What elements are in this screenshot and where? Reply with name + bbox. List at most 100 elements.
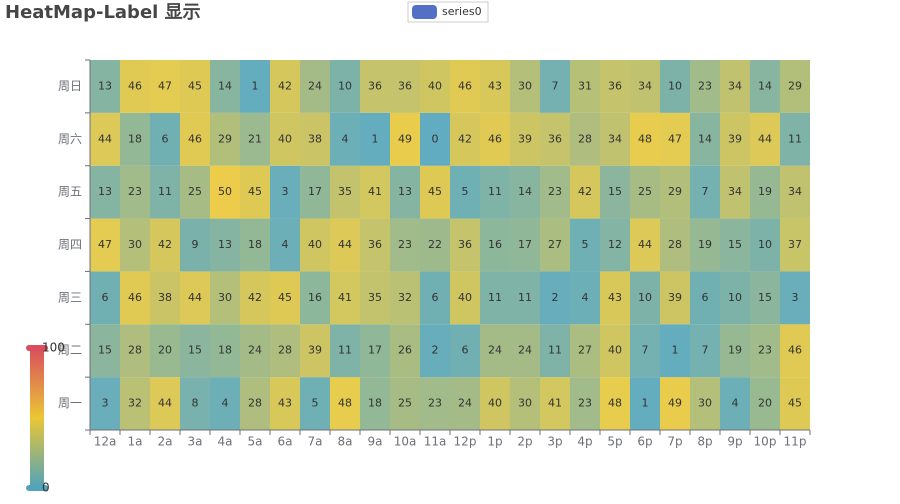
- x-tick-label: 4a: [218, 435, 233, 449]
- heatmap-cell: [660, 377, 690, 430]
- heatmap-cell: [480, 112, 510, 166]
- heatmap-cell: [540, 324, 570, 378]
- cell-label: 2: [552, 291, 559, 304]
- cell-label: 40: [278, 132, 292, 145]
- heatmap-cell: [300, 112, 330, 166]
- cell-label: 45: [278, 291, 292, 304]
- x-tick-label: 7p: [667, 435, 682, 449]
- cell-label: 42: [158, 238, 172, 251]
- cell-label: 11: [338, 344, 352, 357]
- cell-label: 40: [428, 79, 442, 92]
- heatmap-cell: [360, 112, 390, 166]
- cell-label: 23: [128, 185, 142, 198]
- cell-label: 40: [488, 397, 502, 410]
- heatmap-cell: [240, 324, 270, 378]
- heatmap-cell: [390, 112, 420, 166]
- heatmap-cell: [540, 377, 570, 430]
- cell-label: 45: [428, 185, 442, 198]
- cell-label: 24: [488, 344, 502, 357]
- cell-label: 8: [192, 397, 199, 410]
- heatmap-cell: [570, 165, 600, 219]
- heatmap-cell: [480, 218, 510, 272]
- cell-label: 45: [248, 185, 262, 198]
- cell-label: 44: [188, 291, 202, 304]
- cell-label: 32: [398, 291, 412, 304]
- heatmap-cell: [540, 271, 570, 325]
- heatmap-cell: [420, 271, 450, 325]
- cell-label: 10: [338, 79, 352, 92]
- cell-label: 14: [218, 79, 232, 92]
- heatmap-cell: [360, 218, 390, 272]
- x-tick-label: 1p: [487, 435, 502, 449]
- cell-label: 32: [128, 397, 142, 410]
- cell-label: 40: [308, 238, 322, 251]
- heatmap-cell: [150, 377, 180, 430]
- cell-label: 28: [278, 344, 292, 357]
- cell-label: 0: [432, 132, 439, 145]
- cell-label: 14: [518, 185, 532, 198]
- heatmap-cell: [780, 377, 810, 430]
- cell-label: 30: [128, 238, 142, 251]
- heatmap-cell: [510, 271, 540, 325]
- visual-map-bar: [30, 348, 44, 488]
- heatmap-cell: [480, 324, 510, 378]
- heatmap-cell: [330, 112, 360, 166]
- legend-frame: [407, 1, 489, 23]
- x-tick-label: 3p: [547, 435, 562, 449]
- cell-label: 48: [638, 132, 652, 145]
- cell-label: 7: [642, 344, 649, 357]
- x-tick-label: 8p: [697, 435, 712, 449]
- heatmap-cell: [540, 218, 570, 272]
- heatmap-cell: [630, 218, 660, 272]
- heatmap-cell: [90, 271, 120, 325]
- heatmap-cell: [270, 377, 300, 430]
- cell-label: 50: [218, 185, 232, 198]
- heatmap-cell: [330, 218, 360, 272]
- legend-label: series0: [442, 5, 482, 18]
- cell-label: 18: [218, 344, 232, 357]
- cell-label: 38: [308, 132, 322, 145]
- heatmap-cell: [390, 60, 420, 113]
- cell-label: 24: [308, 79, 322, 92]
- cell-label: 17: [368, 344, 382, 357]
- cell-label: 21: [248, 132, 262, 145]
- cell-label: 34: [788, 185, 802, 198]
- cell-label: 30: [218, 291, 232, 304]
- heatmap-cell: [690, 112, 720, 166]
- heatmap-cell: [90, 324, 120, 378]
- heatmap-cell: [780, 165, 810, 219]
- heatmap-cell: [720, 218, 750, 272]
- heatmap-cell: [210, 324, 240, 378]
- heatmap-cell: [720, 377, 750, 430]
- heatmap-cell: [90, 377, 120, 430]
- heatmap-cell: [90, 112, 120, 166]
- cell-label: 34: [728, 185, 742, 198]
- heatmap-cell: [630, 112, 660, 166]
- cell-label: 39: [728, 132, 742, 145]
- cell-label: 20: [758, 397, 772, 410]
- heatmap-cell: [780, 271, 810, 325]
- heatmap-cell: [750, 377, 780, 430]
- cell-label: 6: [102, 291, 109, 304]
- heatmap-cell: [270, 165, 300, 219]
- heatmap-cell: [210, 271, 240, 325]
- heatmap-cell: [150, 271, 180, 325]
- cell-label: 23: [428, 397, 442, 410]
- heatmap-cell: [750, 60, 780, 113]
- y-tick-label: 周五: [58, 185, 82, 199]
- heatmap-cell: [240, 218, 270, 272]
- cell-label: 27: [548, 238, 562, 251]
- cell-label: 25: [638, 185, 652, 198]
- cell-label: 4: [582, 291, 589, 304]
- cell-label: 23: [758, 344, 772, 357]
- heatmap-cell: [390, 218, 420, 272]
- x-tick-label: 9p: [727, 435, 742, 449]
- cell-label: 18: [128, 132, 142, 145]
- heatmap-cell: [180, 324, 210, 378]
- heatmap-cell: [210, 112, 240, 166]
- cell-label: 25: [188, 185, 202, 198]
- heatmap-cell: [570, 324, 600, 378]
- x-tick-label: 5p: [607, 435, 622, 449]
- cell-label: 19: [698, 238, 712, 251]
